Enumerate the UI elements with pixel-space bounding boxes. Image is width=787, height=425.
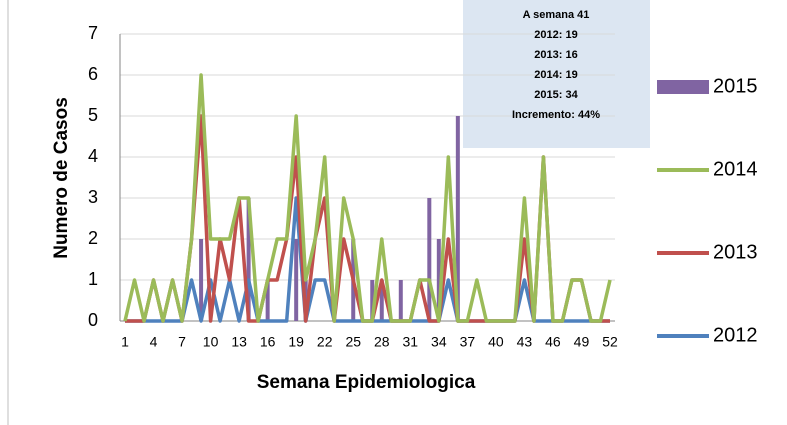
y-tick-label: 0 [88, 310, 98, 330]
y-tick-label: 7 [88, 23, 98, 43]
y-tick-label: 6 [88, 64, 98, 84]
bar [427, 198, 432, 321]
annotation-text: 2013: 16 [534, 49, 577, 61]
y-axis-title: Numero de Casos [51, 97, 72, 259]
x-tick-label: 46 [545, 334, 561, 350]
x-tick-label: 52 [602, 334, 618, 350]
legend-label: 2014 [713, 158, 758, 180]
y-tick-label: 5 [88, 105, 98, 125]
x-tick-label: 13 [231, 334, 247, 350]
annotation-text: A semana 41 [523, 9, 590, 21]
bar [436, 239, 441, 321]
x-axis-title: Semana Epidemiologica [257, 372, 476, 393]
bar [246, 198, 251, 321]
bar [294, 239, 299, 321]
annotation-text: 2014: 19 [534, 69, 577, 81]
x-tick-label: 25 [345, 334, 361, 350]
x-tick-label: 19 [288, 334, 304, 350]
legend-label: 2015 [713, 75, 758, 97]
x-tick-label: 37 [460, 334, 476, 350]
legend-label: 2012 [713, 324, 758, 346]
x-tick-label: 1 [121, 334, 129, 350]
annotation-box [463, 0, 650, 148]
bar [398, 280, 403, 321]
x-tick-label: 43 [517, 334, 533, 350]
bar [370, 280, 375, 321]
line [123, 73, 612, 323]
y-tick-label: 2 [88, 228, 98, 248]
x-tick-label: 22 [317, 334, 333, 350]
legend-label: 2013 [713, 241, 758, 263]
y-tick-label: 1 [88, 269, 98, 289]
x-tick-label: 7 [178, 334, 186, 350]
annotation-text: Incremento: 44% [512, 109, 600, 121]
x-tick-label: 34 [431, 334, 447, 350]
annotation-text: 2012: 19 [534, 29, 577, 41]
bar [199, 239, 204, 321]
x-tick-label: 10 [203, 334, 219, 350]
bar [455, 116, 460, 321]
annotation-text: 2015: 34 [534, 89, 578, 101]
x-tick-label: 4 [150, 334, 158, 350]
bar [265, 280, 270, 321]
x-tick-label: 49 [574, 334, 590, 350]
bar [379, 280, 384, 321]
x-tick-label: 16 [260, 334, 276, 350]
x-tick-label: 40 [488, 334, 504, 350]
legend-swatch [657, 80, 709, 94]
y-tick-label: 3 [88, 187, 98, 207]
x-tick-label: 28 [374, 334, 390, 350]
y-tick-label: 4 [88, 146, 98, 166]
x-tick-label: 31 [403, 334, 419, 350]
